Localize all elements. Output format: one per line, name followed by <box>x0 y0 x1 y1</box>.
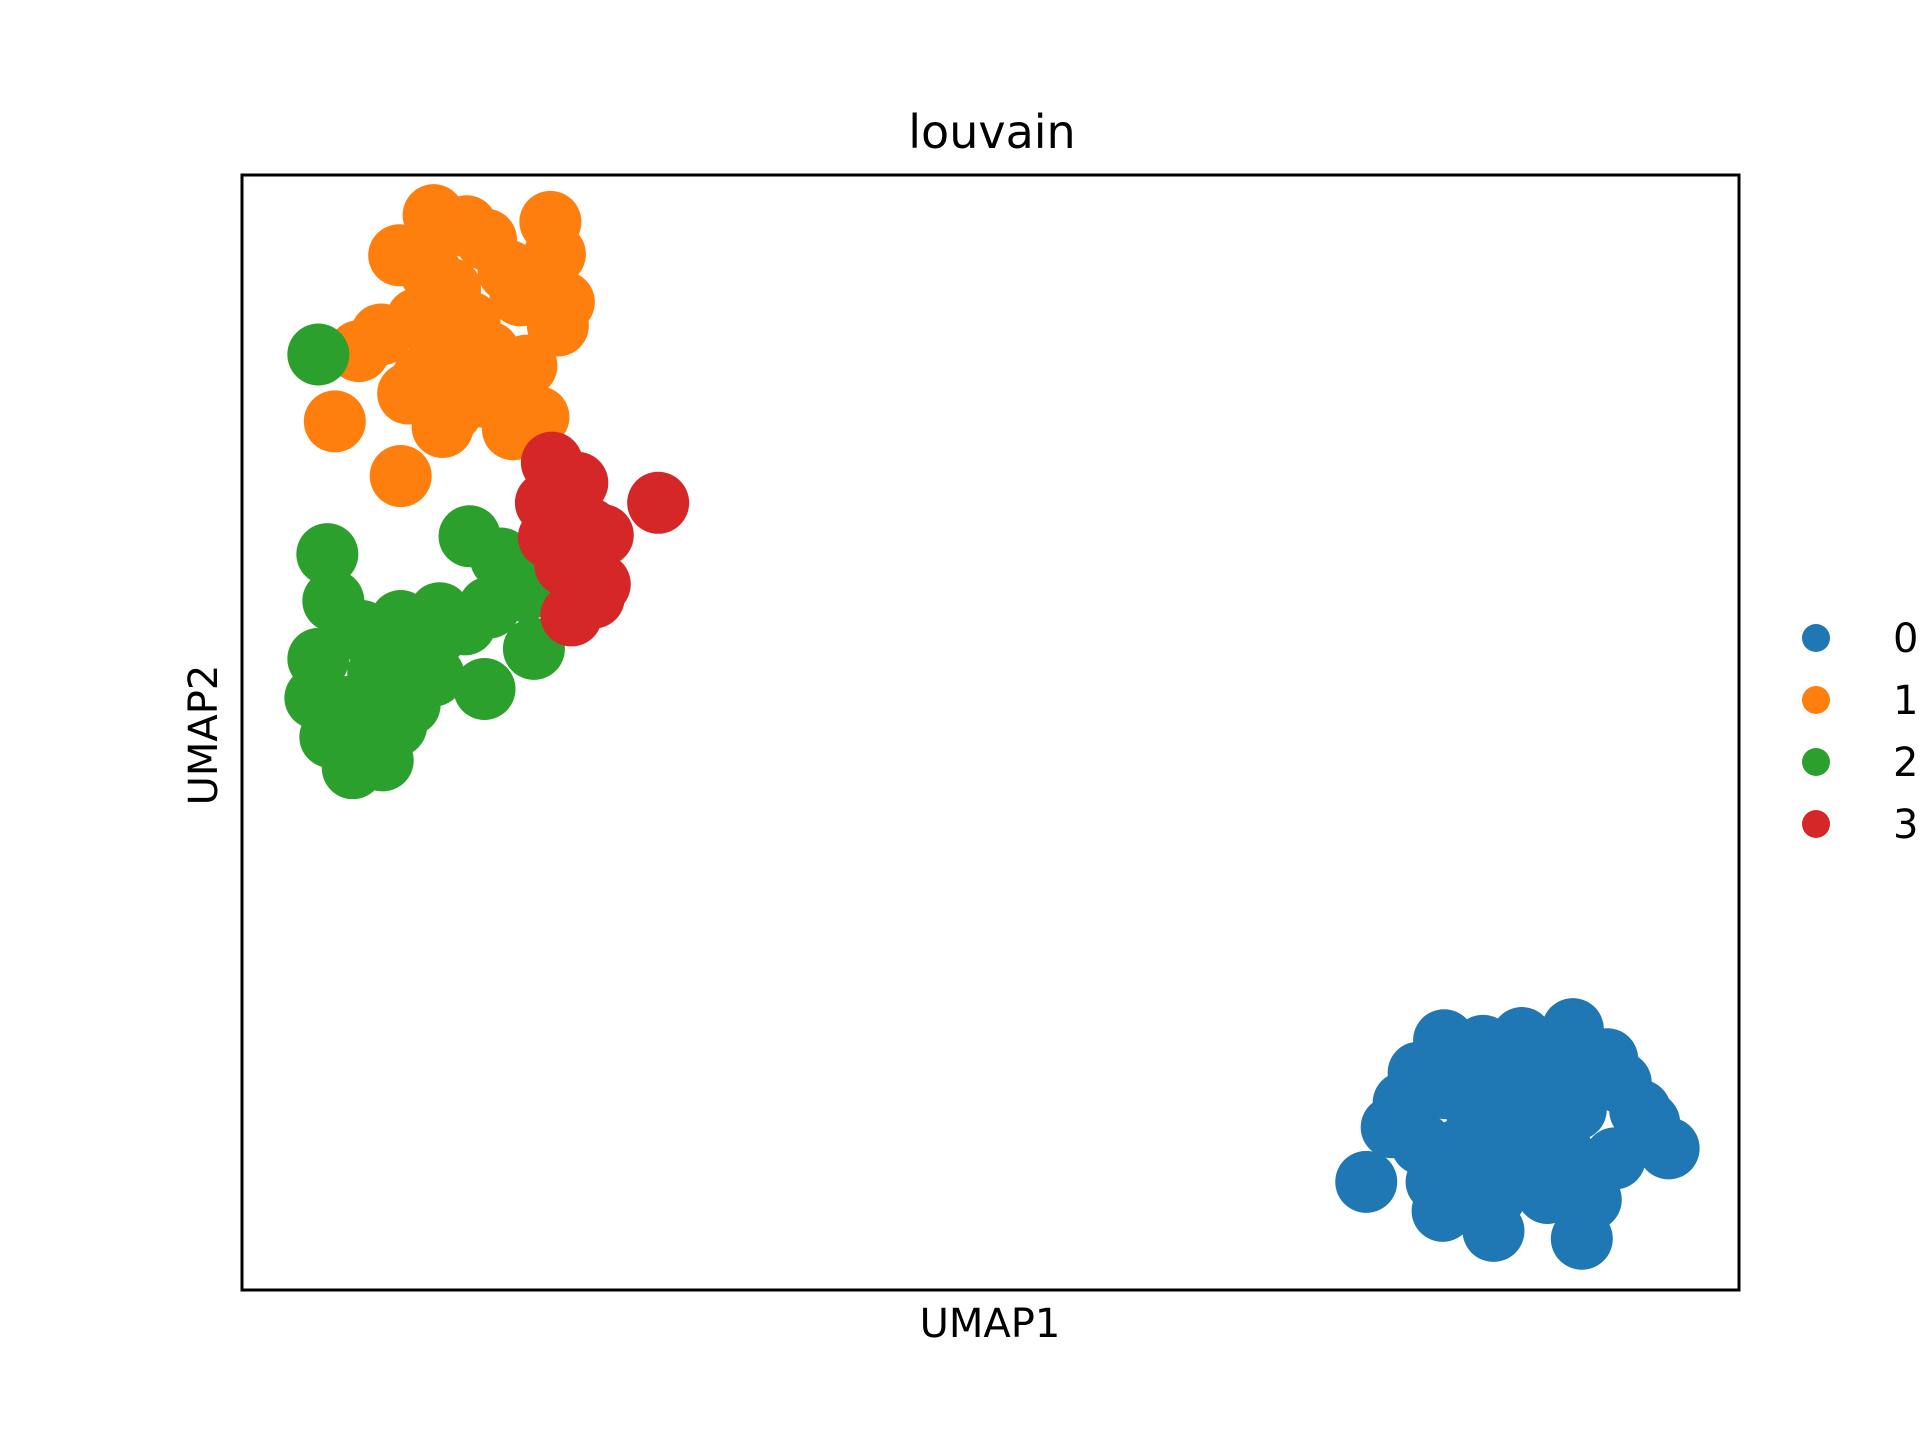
legend-label-3: 3 <box>1893 802 1918 848</box>
series-1-points <box>303 184 595 508</box>
point-cluster-3-11 <box>562 566 625 629</box>
y-axis-label: UMAP2 <box>181 665 227 806</box>
legend-marker-3 <box>1802 810 1830 838</box>
point-cluster-0-2 <box>1335 1150 1398 1213</box>
legend-item-0: 0 <box>1802 616 1918 662</box>
legend-label-0: 0 <box>1893 616 1918 662</box>
point-cluster-1-27 <box>472 360 535 423</box>
x-axis-label: UMAP1 <box>920 1301 1061 1347</box>
point-cluster-1-22 <box>489 264 552 327</box>
series-3-points <box>514 431 690 647</box>
point-cluster-1-26 <box>438 291 501 354</box>
point-cluster-2-0 <box>287 323 350 386</box>
series-0-points <box>1335 998 1700 1270</box>
point-cluster-2-22 <box>341 605 404 668</box>
point-cluster-3-2 <box>627 471 690 534</box>
plot-frame <box>240 173 1741 1292</box>
point-cluster-1-20 <box>420 380 483 443</box>
legend-marker-1 <box>1802 686 1830 714</box>
point-cluster-2-1 <box>296 523 359 586</box>
point-cluster-0-37 <box>1437 1139 1500 1202</box>
point-cluster-2-26 <box>311 711 374 774</box>
legend-item-2: 2 <box>1802 740 1918 786</box>
legend: 0 1 2 3 <box>1802 616 1918 848</box>
point-cluster-2-27 <box>357 663 420 726</box>
point-cluster-0-36 <box>1474 1038 1537 1101</box>
point-cluster-1-28 <box>399 241 462 304</box>
data-points <box>284 184 1700 1270</box>
point-cluster-1-17 <box>303 390 366 453</box>
point-cluster-1-3 <box>402 184 465 247</box>
legend-label-2: 2 <box>1893 740 1918 786</box>
point-cluster-1-24 <box>386 287 449 350</box>
legend-marker-2 <box>1802 748 1830 776</box>
point-cluster-0-23 <box>1462 1199 1525 1262</box>
point-cluster-0-13 <box>1372 1071 1435 1134</box>
legend-item-3: 3 <box>1802 802 1918 848</box>
series-2-points <box>284 323 565 800</box>
point-cluster-0-33 <box>1531 1120 1594 1183</box>
legend-item-1: 1 <box>1802 678 1918 724</box>
point-cluster-1-18 <box>369 445 432 508</box>
point-cluster-2-6 <box>453 658 516 721</box>
point-cluster-2-24 <box>458 576 521 639</box>
legend-marker-0 <box>1802 624 1830 652</box>
chart-title: louvain <box>908 105 1075 159</box>
legend-label-1: 1 <box>1893 678 1918 724</box>
